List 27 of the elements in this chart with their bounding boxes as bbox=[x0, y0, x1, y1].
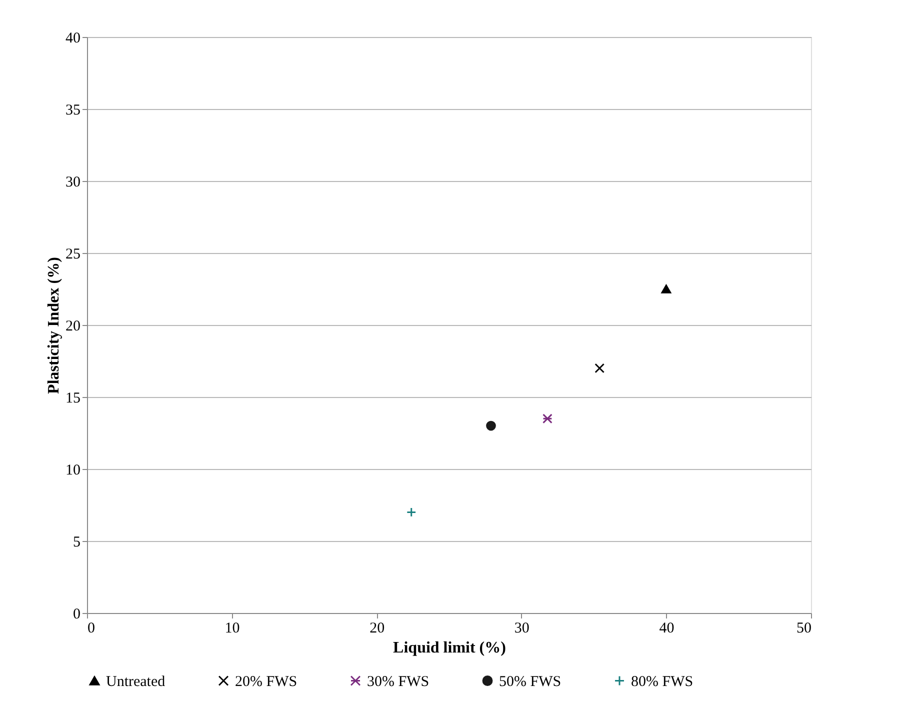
x-axis-title: Liquid limit (%) bbox=[393, 640, 506, 656]
point bbox=[406, 507, 416, 518]
legend-label: 50% FWS bbox=[499, 674, 562, 690]
y-tick-label: 35 bbox=[66, 102, 80, 118]
y-axis-title: Plasticity Index (%) bbox=[46, 257, 62, 394]
y-tick-label: 15 bbox=[66, 390, 80, 406]
y-tick-label: 40 bbox=[66, 30, 80, 46]
legend-label: Untreated bbox=[106, 674, 166, 690]
x-tick-label: 10 bbox=[224, 620, 240, 636]
point bbox=[594, 363, 605, 374]
point bbox=[542, 414, 552, 424]
legend-label: 20% FWS bbox=[235, 674, 298, 690]
x-tick-label: 50 bbox=[796, 620, 812, 636]
y-tick-label: 25 bbox=[66, 246, 80, 262]
x-tick-label: 40 bbox=[659, 620, 674, 636]
point bbox=[486, 420, 496, 431]
legend-label: 30% FWS bbox=[367, 674, 430, 690]
point bbox=[661, 284, 672, 294]
y-tick-label: 0 bbox=[73, 606, 80, 622]
y-tick-label: 30 bbox=[66, 174, 80, 190]
x-tick-label: 30 bbox=[514, 620, 530, 636]
y-tick-label: 20 bbox=[66, 318, 80, 334]
legend-label: 80% FWS bbox=[631, 674, 694, 690]
y-tick-label: 10 bbox=[66, 462, 80, 478]
y-tick-label: 5 bbox=[73, 534, 80, 550]
x-tick-label: 0 bbox=[88, 620, 95, 636]
x-tick-label: 20 bbox=[370, 620, 385, 636]
